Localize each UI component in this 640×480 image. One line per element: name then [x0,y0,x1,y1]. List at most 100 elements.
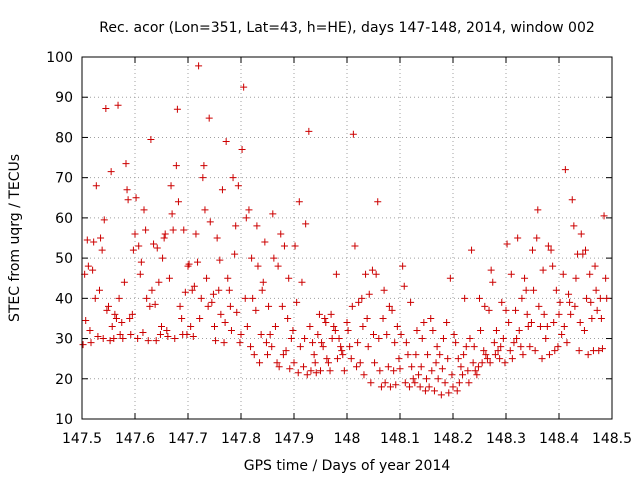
data-point-marker [577,230,585,238]
data-point-marker [187,322,195,330]
data-point-marker [491,351,499,359]
data-point-marker [188,286,196,294]
data-point-marker [593,306,601,314]
data-point-marker [307,367,315,375]
data-point-marker [571,302,579,310]
data-point-marker [335,335,343,343]
data-point-marker [492,327,500,335]
data-point-marker [240,83,248,91]
data-point-marker [232,222,240,230]
data-point-marker [129,246,137,254]
data-point-marker [483,355,491,363]
data-point-marker [406,383,414,391]
data-point-marker [189,333,197,341]
data-point-marker [311,359,319,367]
chart-title: Rec. acor (Lon=351, Lat=43, h=HE), days … [99,20,595,36]
data-point-marker [205,114,213,122]
data-point-marker [580,327,588,335]
data-point-marker [559,270,567,278]
x-tick-label: 147.8 [221,431,261,447]
data-point-marker [178,314,186,322]
data-point-marker [243,322,251,330]
data-point-marker [264,351,271,359]
data-point-marker [134,335,142,343]
data-point-marker [215,286,223,294]
data-point-marker [183,331,191,339]
data-point-marker [428,367,436,375]
data-point-marker [242,214,250,222]
data-point-marker [540,310,548,318]
data-point-marker [328,335,336,343]
data-point-marker [572,274,580,282]
data-point-marker [429,327,437,335]
data-point-marker [84,262,92,270]
data-point-marker [445,389,453,397]
data-point-marker [298,278,306,286]
data-point-marker [270,254,278,262]
data-point-marker [213,234,221,242]
data-point-marker [317,367,324,375]
data-point-marker [146,302,154,310]
data-point-marker [340,367,348,375]
data-point-marker [225,286,233,294]
data-point-marker [477,327,485,335]
data-point-marker [147,135,155,143]
data-point-marker [256,359,264,367]
data-point-marker [542,335,550,343]
data-point-marker [365,290,373,298]
data-point-marker [252,306,260,314]
data-point-marker [376,367,384,375]
data-point-marker [408,363,416,371]
data-point-marker [142,226,150,234]
data-point-marker [570,222,578,230]
data-point-marker [310,351,318,359]
data-point-marker [155,278,163,286]
data-point-marker [469,359,477,367]
data-point-marker [148,286,156,294]
data-point-marker [579,250,587,258]
data-point-marker [222,137,230,145]
data-point-marker [554,343,562,351]
data-point-marker [269,210,277,218]
data-point-marker [363,314,371,322]
data-point-marker [303,371,311,379]
data-point-marker [545,351,553,359]
data-point-marker [105,302,112,310]
data-point-marker [106,337,114,345]
data-point-marker [374,198,382,206]
data-point-marker [268,343,276,351]
data-point-marker [561,166,569,174]
data-point-marker [254,262,262,270]
data-point-marker [430,387,438,395]
data-point-marker [284,314,292,322]
data-point-marker [379,314,387,322]
data-point-marker [536,322,544,330]
data-point-marker [443,318,451,326]
data-point-marker [330,322,338,330]
data-point-marker [94,333,102,341]
data-point-marker [236,339,244,347]
data-point-marker [457,363,465,371]
data-point-marker [161,230,169,238]
data-point-marker [529,246,536,254]
data-point-marker [434,375,442,383]
y-tick-label: 60 [55,211,73,227]
data-point-marker [229,174,237,182]
data-point-marker [391,339,399,347]
data-point-marker [249,294,257,302]
data-point-marker [584,351,592,359]
data-point-marker [521,274,529,282]
data-point-marker [402,339,410,347]
data-point-marker [444,355,452,363]
data-point-marker [123,186,131,194]
data-point-marker [231,250,239,258]
data-point-marker [332,270,340,278]
data-point-marker [531,347,539,355]
data-point-marker [221,318,229,326]
data-point-marker [322,318,330,326]
data-point-marker [523,310,531,318]
data-point-marker [558,331,566,339]
data-point-marker [533,234,541,242]
